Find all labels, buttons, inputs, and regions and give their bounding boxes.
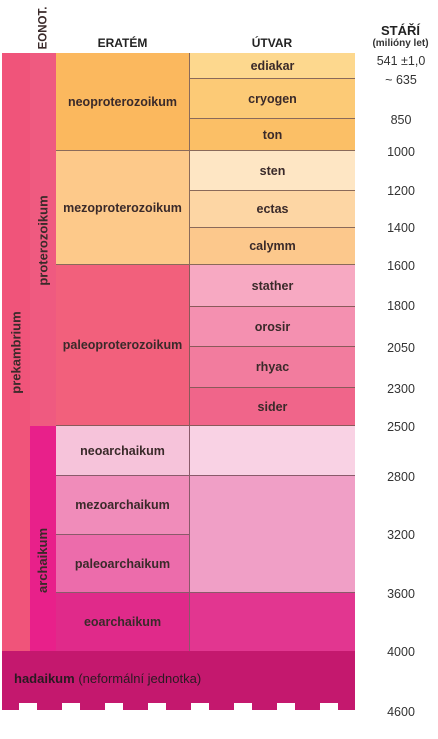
eon-prekambrium: prekambrium — [2, 53, 30, 651]
header-system: ÚTVAR — [251, 36, 293, 50]
archaikum-block-neo — [189, 426, 355, 476]
era-neoproterozoikum: neoproterozoikum — [56, 53, 189, 151]
era-paleoarchaikum: paleoarchaikum — [56, 535, 189, 593]
era-mezoarchaikum: mezoarchaikum — [56, 476, 189, 535]
hadaikum-crenel-7 — [252, 703, 277, 710]
hadaikum-crenel-6 — [209, 703, 234, 710]
age-4600: 4600 — [387, 705, 415, 719]
eon-archaikum-label: archaikum — [35, 527, 51, 593]
hadaikum-crenel-9 — [338, 703, 355, 710]
period-sider: sider — [189, 388, 355, 426]
age-2800: 2800 — [387, 470, 415, 484]
eon-proterozoikum-label: proterozoikum — [35, 194, 51, 286]
header-erathem: ERATÉM — [97, 36, 148, 50]
period-ton: ton — [189, 119, 355, 151]
eon-archaikum — [30, 426, 56, 651]
age-850: 850 — [390, 113, 412, 127]
age-635: ~ 635 — [385, 73, 417, 87]
era-paleoproterozoikum: paleoproterozoikum — [56, 265, 189, 426]
header-eonothem: EONOT. — [37, 6, 49, 49]
hadaikum-crenel-4 — [123, 703, 148, 710]
eon-proterozoikum — [30, 53, 56, 426]
age-2050: 2050 — [387, 341, 415, 355]
hadaikum-note: (neformální jednotka) — [78, 671, 202, 686]
hadaikum-name: hadaikum — [14, 671, 75, 686]
header-age-unit: (milióny let) — [372, 38, 429, 49]
age-4000: 4000 — [387, 645, 415, 659]
hadaikum-band — [2, 651, 355, 703]
period-cryogen: cryogen — [189, 79, 355, 119]
hadaikum-label: hadaikum (neformální jednotka) — [14, 671, 344, 686]
age-2500: 2500 — [387, 420, 415, 434]
archaikum-block-mezo-paleo — [189, 476, 355, 593]
era-neoarchaikum: neoarchaikum — [56, 426, 189, 476]
archaikum-block-eo — [189, 593, 355, 651]
age-1000: 1000 — [387, 145, 415, 159]
age-1400: 1400 — [387, 221, 415, 235]
period-sten: sten — [189, 151, 355, 191]
period-stather: stather — [189, 265, 355, 307]
header-age-title: STÁŘÍ — [381, 23, 420, 38]
age-3600: 3600 — [387, 587, 415, 601]
age-3200: 3200 — [387, 528, 415, 542]
hadaikum-crenel-1 — [2, 703, 19, 710]
hadaikum-crenel-5 — [166, 703, 191, 710]
age-1800: 1800 — [387, 299, 415, 313]
age-1200: 1200 — [387, 184, 415, 198]
period-ediakar: ediakar — [189, 53, 355, 79]
period-ectas: ectas — [189, 191, 355, 228]
hadaikum-crenel-3 — [80, 703, 105, 710]
hadaikum-crenel-2 — [37, 703, 62, 710]
age-1600: 1600 — [387, 259, 415, 273]
era-mezoproterozoikum: mezoproterozoikum — [56, 151, 189, 265]
age-2300: 2300 — [387, 382, 415, 396]
period-orosir: orosir — [189, 307, 355, 347]
period-rhyac: rhyac — [189, 347, 355, 388]
period-calymm: calymm — [189, 228, 355, 265]
hadaikum-crenel-8 — [295, 703, 320, 710]
age-541: 541 ±1,0 — [376, 54, 426, 68]
era-eoarchaikum: eoarchaikum — [56, 593, 189, 651]
